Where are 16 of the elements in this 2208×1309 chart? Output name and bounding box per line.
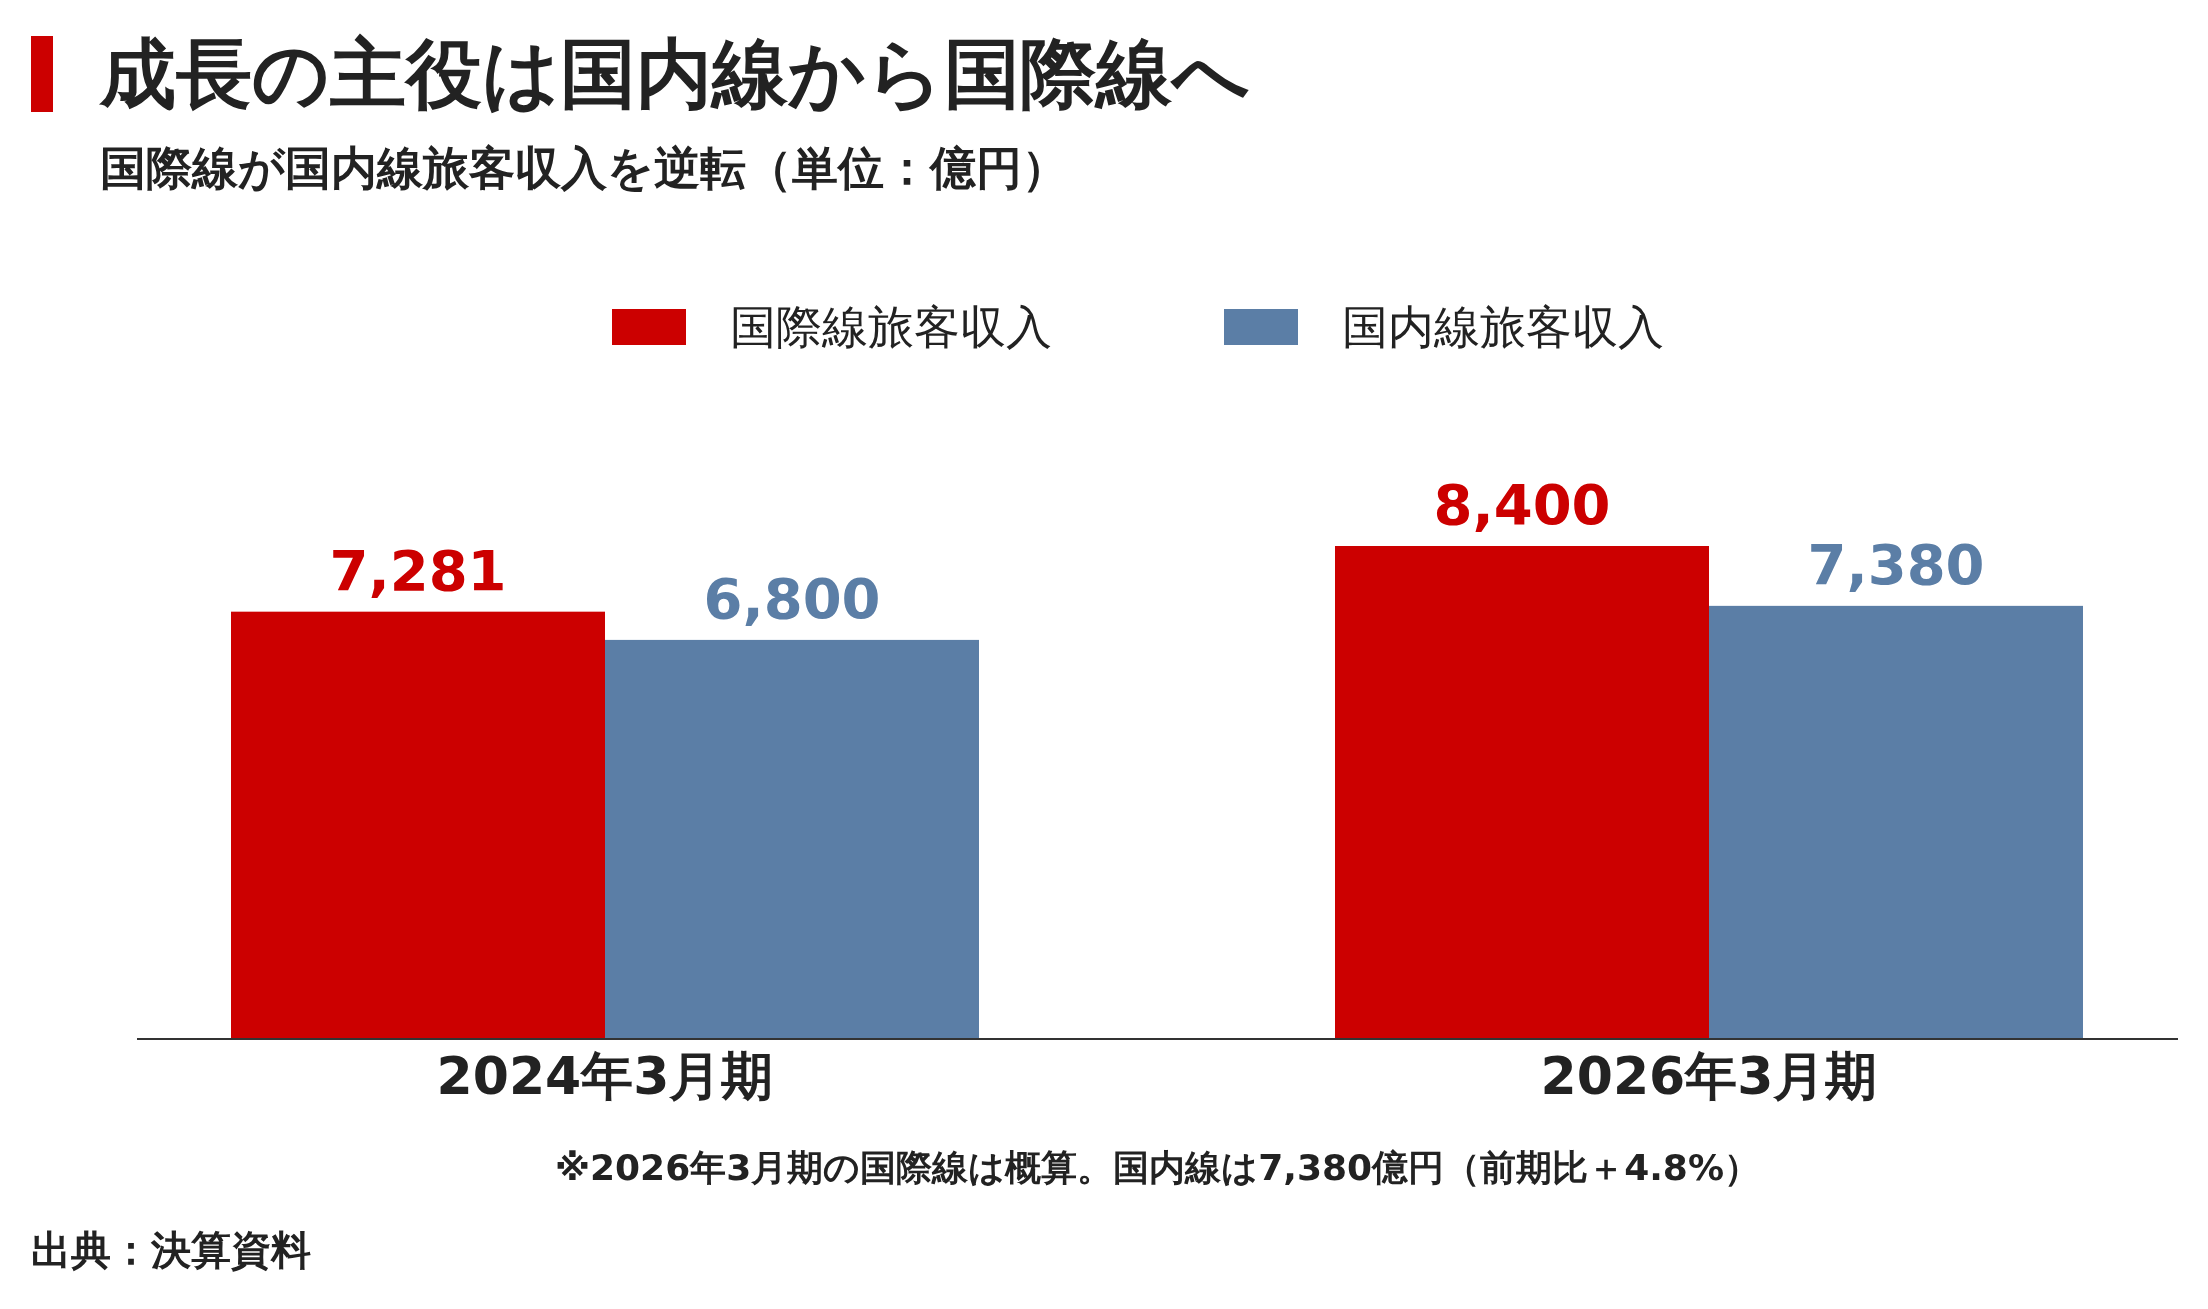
legend-label: 国内線旅客収入 <box>1342 300 1664 354</box>
text: ※2026年3月期の国際線は概算。国内線は7,380億円（前期比＋4.8%） <box>555 1147 1760 1188</box>
chart-subtitle: 国際線が国内線旅客収入を逆転（単位：億円） <box>100 141 1068 195</box>
bar <box>1709 605 2083 1039</box>
data-label: 8,400 <box>1433 472 1611 537</box>
bar <box>231 611 605 1039</box>
x-tick-label: 2024年3月期 <box>436 1046 774 1106</box>
bar <box>1335 546 1709 1039</box>
data-label: 7,281 <box>329 537 507 603</box>
source-note: 出典：決算資料 <box>31 1227 311 1273</box>
data-label: 7,380 <box>1807 531 1985 597</box>
x-tick-label: 2026年3月期 <box>1540 1046 1878 1106</box>
bar <box>605 639 979 1039</box>
data-label: 6,800 <box>703 565 881 631</box>
legend-label: 国際線旅客収入 <box>730 300 1052 354</box>
chart-title: 成長の主役は国内線から国際線へ <box>98 29 1250 118</box>
